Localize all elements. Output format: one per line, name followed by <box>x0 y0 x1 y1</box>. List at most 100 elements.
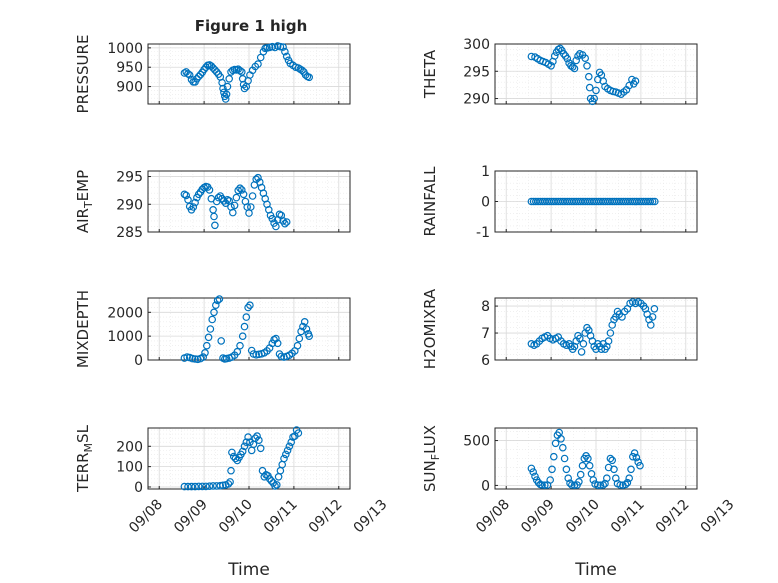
data-point <box>215 295 224 303</box>
data-point <box>226 478 234 486</box>
data-point <box>203 341 211 350</box>
data-point <box>234 186 243 195</box>
data-point <box>599 481 608 489</box>
data-point <box>602 474 611 483</box>
x-tick-label: 09/08 <box>473 497 513 537</box>
y-axis-label: PRESSURE <box>74 35 92 114</box>
y-tick-label: 500 <box>463 434 490 450</box>
x-tick-label: 09/08 <box>126 497 166 537</box>
data-point <box>246 301 254 310</box>
data-point <box>584 72 593 81</box>
data-point <box>196 70 205 79</box>
x-tick-label: 09/09 <box>171 497 211 537</box>
data-point <box>236 341 244 350</box>
data-point <box>268 214 277 223</box>
data-point <box>606 454 615 463</box>
data-point <box>254 60 262 68</box>
y-tick-label: 300 <box>463 37 490 53</box>
data-point <box>630 449 639 457</box>
data-point <box>616 481 625 489</box>
data-point <box>583 62 591 70</box>
data-point <box>558 443 567 452</box>
data-point <box>240 442 249 451</box>
data-point <box>646 197 655 206</box>
y-tick-label: 200 <box>116 439 143 455</box>
data-point <box>214 193 223 202</box>
data-point <box>575 334 584 343</box>
data-point <box>213 296 222 305</box>
data-point <box>236 66 244 75</box>
data-point <box>212 68 221 76</box>
data-point <box>538 481 546 489</box>
y-tick-label: 0 <box>134 480 143 496</box>
data-point <box>205 482 214 491</box>
data-point <box>560 454 569 463</box>
data-point <box>585 83 594 92</box>
data-point <box>253 432 261 440</box>
data-point <box>217 337 226 345</box>
y-tick-label: 295 <box>463 64 490 80</box>
data-point <box>205 186 214 194</box>
data-point <box>631 77 640 85</box>
data-point <box>648 313 657 321</box>
x-tick-label: 09/09 <box>518 497 558 537</box>
data-point <box>272 222 280 231</box>
data-point <box>609 87 617 96</box>
subplot-6: 6 7 8 H2OMIXRA <box>421 288 698 369</box>
data-point <box>238 332 247 341</box>
data-point <box>574 52 582 60</box>
data-point <box>218 194 226 203</box>
data-point <box>184 70 192 78</box>
data-point <box>273 339 282 348</box>
y-tick-label: 100 <box>116 460 143 476</box>
data-point <box>238 186 246 194</box>
data-point <box>187 482 196 491</box>
x-tick-label: 09/11 <box>261 497 301 537</box>
data-point <box>648 197 657 206</box>
data-point <box>282 218 291 226</box>
x-tick-label: 09/12 <box>653 497 693 537</box>
data-point <box>268 339 277 348</box>
data-point <box>610 465 618 474</box>
data-point <box>556 44 564 53</box>
data-point <box>263 44 271 52</box>
data-point <box>293 341 302 350</box>
data-point <box>529 468 538 476</box>
subplot-2: 290 295 300 THETA <box>421 37 698 108</box>
data-point <box>283 446 292 455</box>
data-point <box>182 191 191 200</box>
data-point <box>272 481 281 489</box>
y-tick-label: -1 <box>476 225 490 241</box>
data-point <box>557 434 565 443</box>
data-point <box>191 198 199 207</box>
data-point <box>202 482 210 491</box>
data-point <box>298 66 306 75</box>
y-tick-label: 900 <box>116 80 143 96</box>
y-tick-label: 290 <box>463 92 490 108</box>
subplot-1: 900 950 1000 PRESSURE <box>74 35 351 114</box>
y-axis-label: SUNFLUX <box>421 425 442 492</box>
data-point <box>562 465 571 474</box>
data-point <box>568 63 577 71</box>
data-point <box>210 212 218 221</box>
data-point <box>305 332 314 341</box>
data-point <box>274 472 283 481</box>
data-point <box>592 86 600 95</box>
y-tick-label: 0 <box>481 478 490 494</box>
data-point <box>244 303 252 312</box>
data-point <box>247 203 255 211</box>
data-point <box>575 477 583 486</box>
data-point <box>180 482 189 491</box>
data-point <box>232 193 241 202</box>
data-point <box>572 56 581 65</box>
data-point <box>219 84 227 93</box>
data-point <box>650 197 659 206</box>
data-point <box>240 322 249 331</box>
x-axis-label: Time <box>574 560 617 580</box>
data-point <box>230 201 239 210</box>
data-point <box>570 64 579 73</box>
data-point <box>210 308 218 317</box>
data-point <box>527 464 536 473</box>
y-axis-label: H2OMIXRA <box>421 288 439 369</box>
